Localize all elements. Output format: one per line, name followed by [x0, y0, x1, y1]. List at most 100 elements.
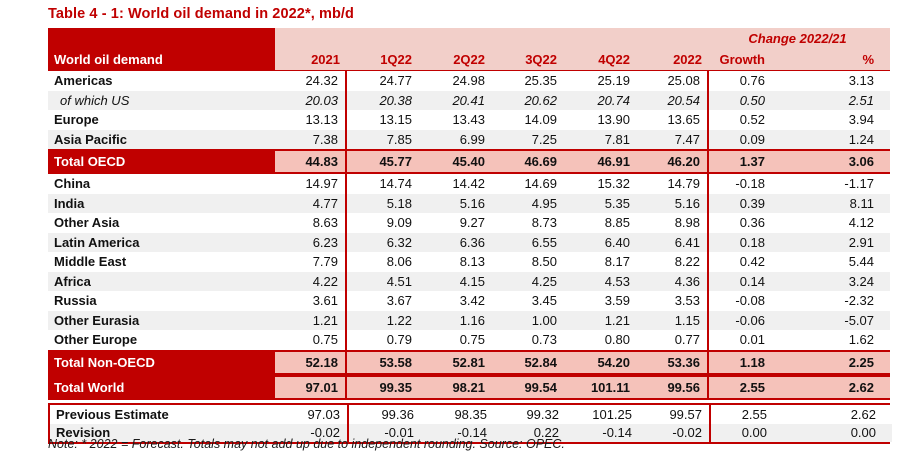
- cell-value: 6.55: [492, 232, 564, 252]
- cell-value: -0.02: [639, 423, 711, 442]
- cell-value: 2.51: [789, 90, 890, 110]
- cell-value: 4.25: [492, 271, 564, 291]
- oil-demand-table: Change 2022/21 World oil demand 2021 1Q22…: [48, 28, 892, 444]
- cell-value: 4.12: [789, 213, 890, 233]
- cell-value: 44.83: [275, 151, 347, 172]
- cell-value: 6.41: [637, 232, 709, 252]
- cell-value: 2.91: [789, 232, 890, 252]
- column-header: 2Q22: [419, 48, 492, 70]
- cell-value: 46.20: [637, 151, 709, 172]
- cell-value: 3.53: [637, 291, 709, 311]
- cell-value: 14.69: [492, 174, 564, 194]
- cell-value: 101.11: [564, 376, 637, 398]
- cell-value: 97.03: [277, 405, 349, 424]
- cell-value: 52.81: [419, 351, 492, 373]
- cell-value: 45.40: [419, 151, 492, 172]
- cell-value: 1.24: [789, 129, 890, 149]
- cell-value: 14.42: [419, 174, 492, 194]
- row-label: Total Non-OECD: [48, 351, 275, 373]
- cell-value: -0.06: [709, 310, 789, 330]
- table-row: China 14.97 14.74 14.42 14.69 15.32 14.79 -0.18…: [48, 174, 890, 194]
- cell-value: 3.24: [789, 271, 890, 291]
- row-label: Other Asia: [48, 213, 275, 233]
- row-label: Revision: [50, 423, 277, 442]
- cell-value: 0.00: [711, 423, 791, 442]
- cell-value: 53.58: [347, 351, 419, 373]
- cell-value: 8.11: [789, 193, 890, 213]
- cell-value: 1.22: [347, 310, 419, 330]
- cell-value: 2.62: [789, 376, 890, 398]
- cell-value: 2.25: [789, 351, 890, 373]
- row-label: Other Eurasia: [48, 310, 275, 330]
- cell-value: 2.55: [711, 405, 791, 424]
- row-label: Russia: [48, 291, 275, 311]
- cell-value: 0.75: [275, 330, 347, 350]
- row-label: Europe: [48, 110, 275, 130]
- cell-value: 14.97: [275, 174, 347, 194]
- table-row: Other Asia 8.63 9.09 9.27 8.73 8.85 8.98 0.36 4.…: [48, 213, 890, 233]
- cell-value: 0.01: [709, 330, 789, 350]
- cell-value: 0.09: [709, 129, 789, 149]
- cell-value: 13.43: [419, 110, 492, 130]
- cell-value: 8.06: [347, 252, 419, 272]
- cell-value: -1.17: [789, 174, 890, 194]
- table-header-change-row: Change 2022/21: [48, 28, 890, 48]
- table-note: Note: * 2022 = Forecast. Totals may not …: [48, 437, 565, 451]
- row-label: of which US: [48, 90, 275, 110]
- cell-value: 0.79: [347, 330, 419, 350]
- cell-value: 4.36: [637, 271, 709, 291]
- cell-value: 8.13: [419, 252, 492, 272]
- cell-value: -0.14: [421, 423, 494, 442]
- column-header: %: [789, 48, 890, 70]
- table-row: Other Eurasia 1.21 1.22 1.16 1.00 1.21 1.15 -0.…: [48, 310, 890, 330]
- cell-value: 0.14: [709, 271, 789, 291]
- row-label: Middle East: [48, 252, 275, 272]
- cell-value: 6.36: [419, 232, 492, 252]
- cell-value: 45.77: [347, 151, 419, 172]
- table-row: Africa 4.22 4.51 4.15 4.25 4.53 4.36 0.14 3.24: [48, 271, 890, 291]
- cell-value: 20.41: [419, 90, 492, 110]
- cell-value: 25.08: [637, 71, 709, 91]
- cell-value: 8.85: [564, 213, 637, 233]
- cell-value: 3.45: [492, 291, 564, 311]
- table-row: Europe 13.13 13.15 13.43 14.09 13.90 13.65 0.52…: [48, 110, 890, 130]
- cell-value: 24.77: [347, 71, 419, 91]
- cell-value: 1.00: [492, 310, 564, 330]
- cell-value: 0.00: [791, 423, 892, 442]
- row-label: Previous Estimate: [50, 405, 277, 424]
- footer-block: Previous Estimate 97.03 99.36 98.35 99.32 101…: [48, 403, 892, 444]
- cell-value: 0.75: [419, 330, 492, 350]
- row-label: China: [48, 174, 275, 194]
- cell-value: 13.13: [275, 110, 347, 130]
- header-corner-block: [48, 28, 275, 48]
- cell-value: 0.39: [709, 193, 789, 213]
- cell-value: 6.23: [275, 232, 347, 252]
- cell-value: 1.37: [709, 151, 789, 172]
- column-header: 2021: [275, 48, 347, 70]
- row-label: Other Europe: [48, 330, 275, 350]
- cell-value: 24.98: [419, 71, 492, 91]
- row-label: Latin America: [48, 232, 275, 252]
- cell-value: 3.67: [347, 291, 419, 311]
- cell-value: 1.21: [564, 310, 637, 330]
- cell-value: 25.35: [492, 71, 564, 91]
- cell-value: 3.42: [419, 291, 492, 311]
- cell-value: 2.62: [791, 405, 892, 424]
- column-header: 4Q22: [564, 48, 637, 70]
- cell-value: 8.98: [637, 213, 709, 233]
- cell-value: 99.36: [349, 405, 421, 424]
- cell-value: 20.03: [275, 90, 347, 110]
- cell-value: 98.35: [421, 405, 494, 424]
- cell-value: -0.14: [566, 423, 639, 442]
- cell-value: 20.62: [492, 90, 564, 110]
- cell-value: -0.08: [709, 291, 789, 311]
- cell-value: 1.18: [709, 351, 789, 373]
- cell-value: 52.18: [275, 351, 347, 373]
- cell-value: 0.36: [709, 213, 789, 233]
- cell-value: 7.79: [275, 252, 347, 272]
- cell-value: 4.22: [275, 271, 347, 291]
- table-row: Previous Estimate 97.03 99.36 98.35 99.32 101…: [50, 405, 892, 424]
- cell-value: 5.16: [637, 193, 709, 213]
- cell-value: 4.51: [347, 271, 419, 291]
